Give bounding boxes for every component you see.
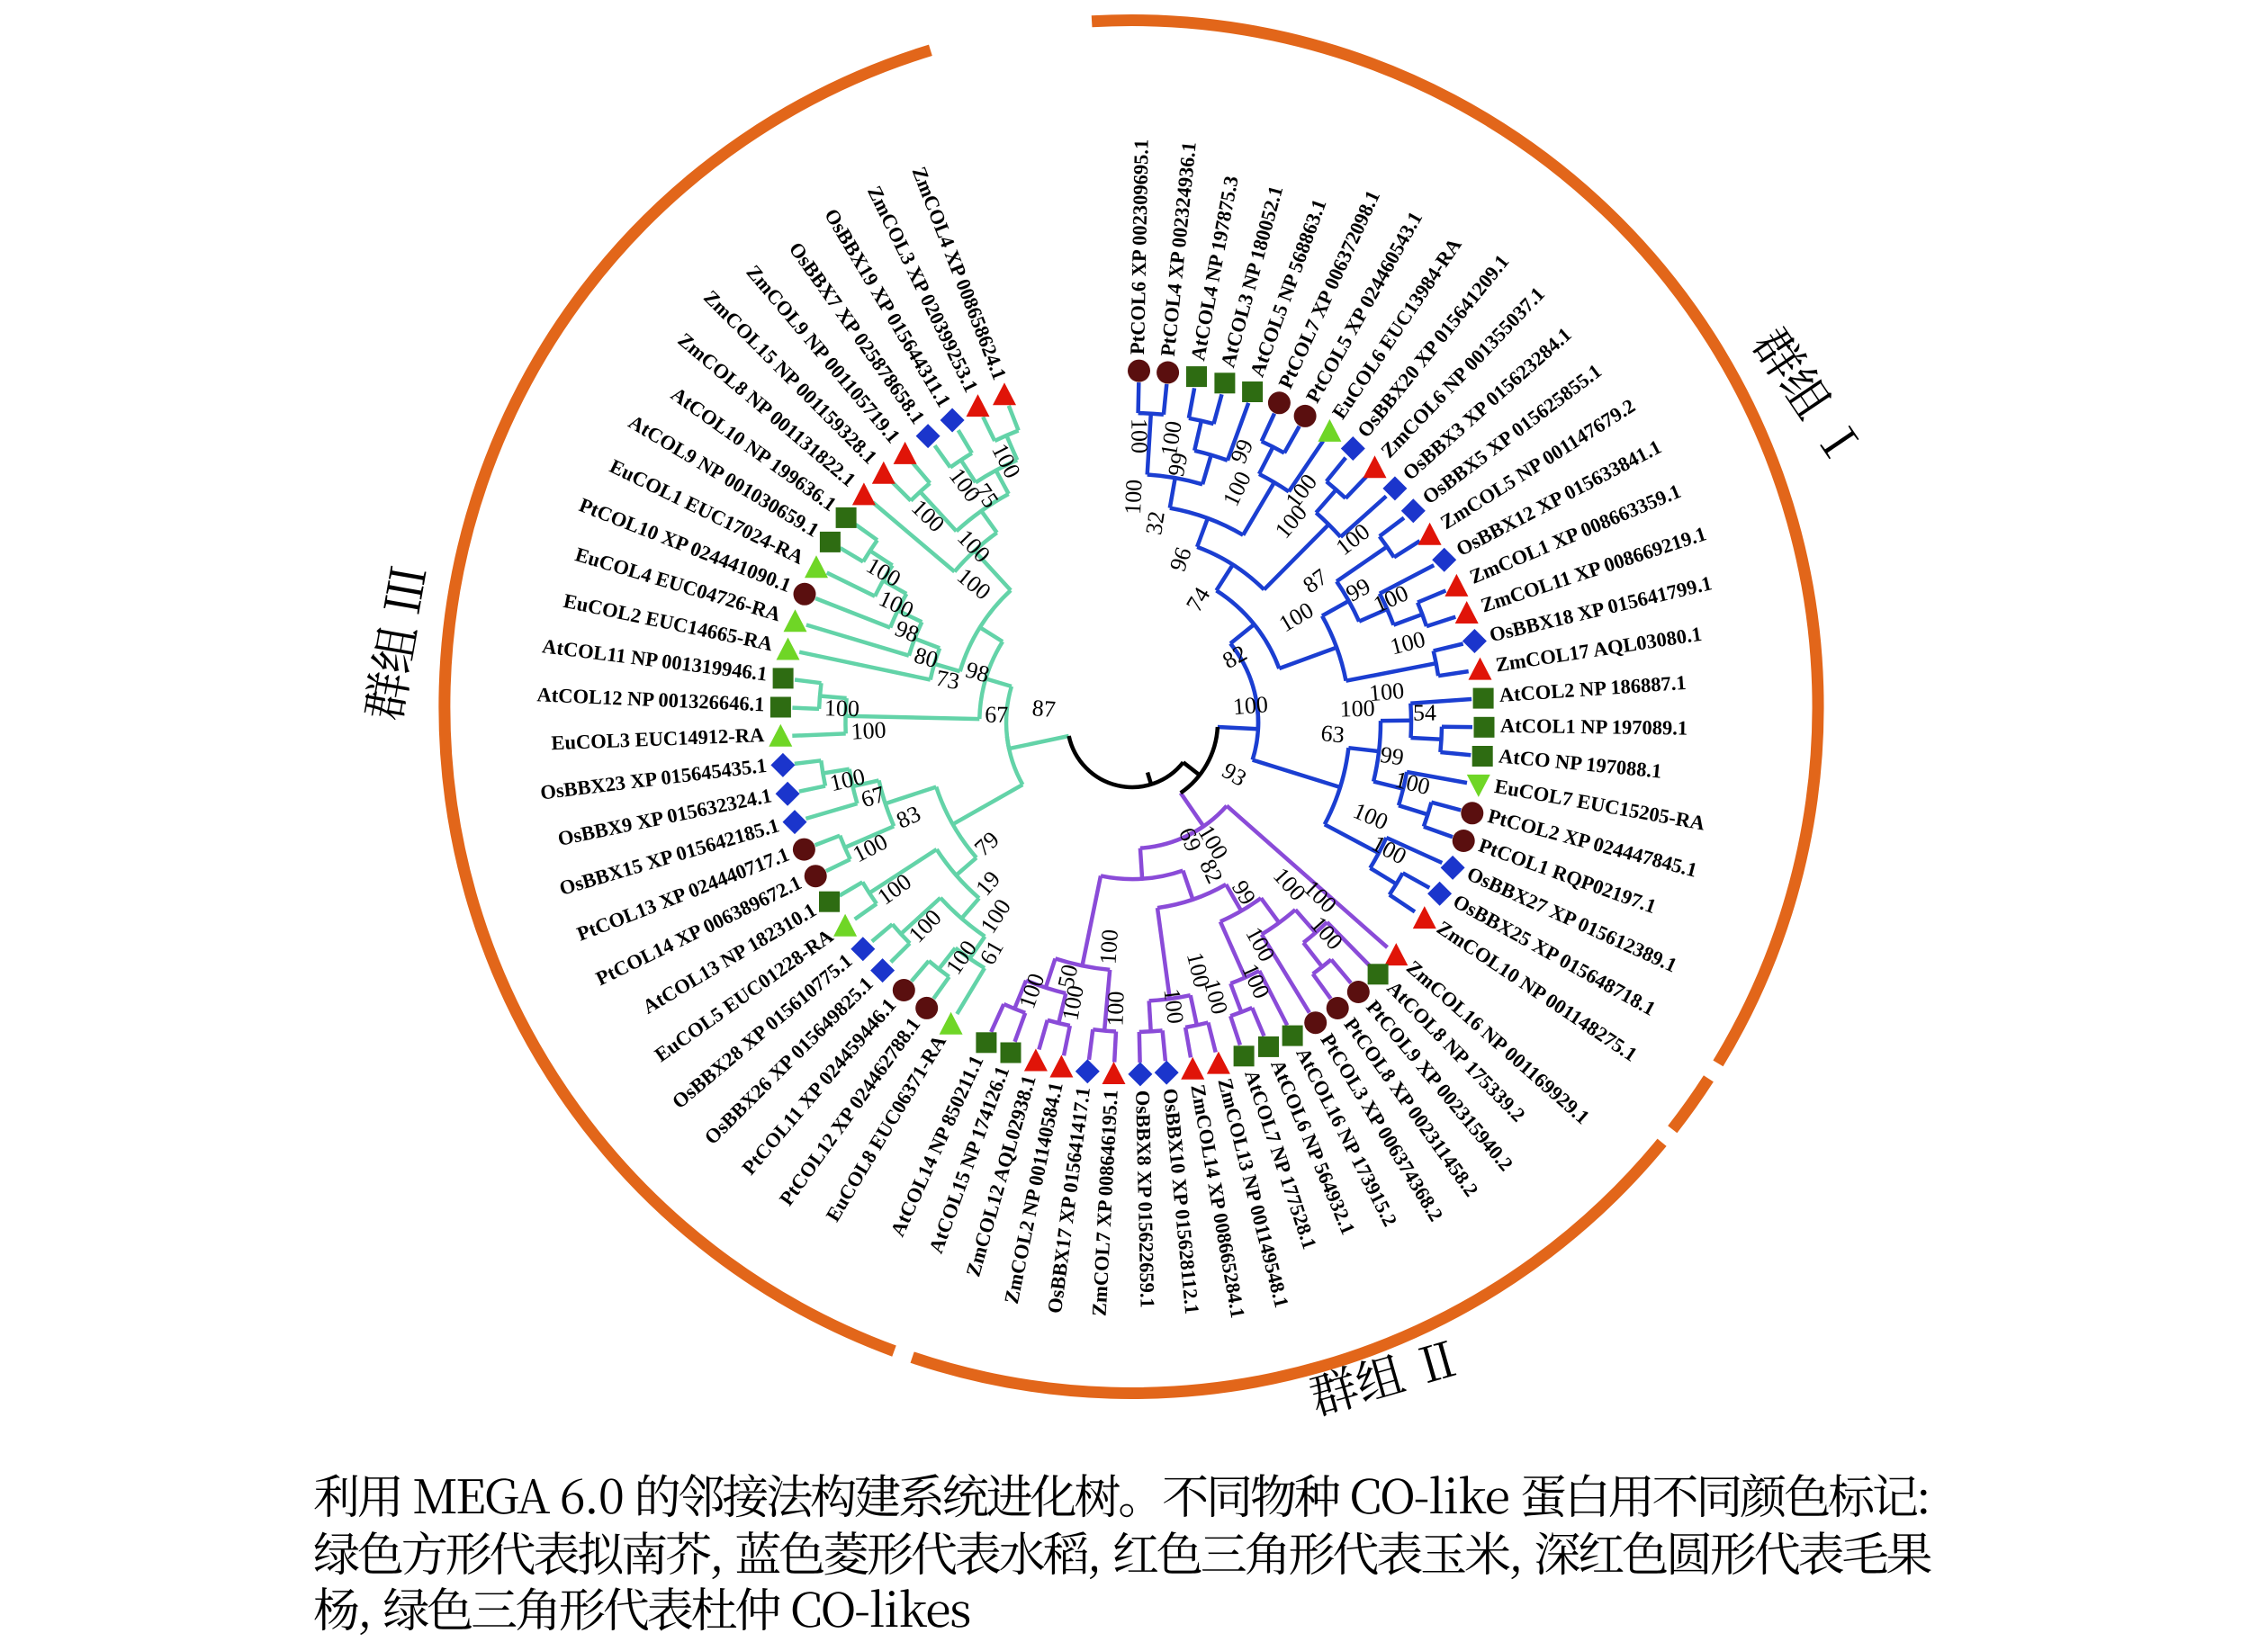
svg-text:100: 100: [1126, 418, 1152, 453]
svg-text:100: 100: [1339, 695, 1375, 722]
svg-text:OsBBX8 XP 015622659.1: OsBBX8 XP 015622659.1: [1131, 1090, 1158, 1308]
svg-text:100: 100: [1368, 677, 1405, 706]
svg-text:63: 63: [1319, 720, 1346, 748]
svg-text:100: 100: [1232, 691, 1269, 720]
svg-text:100: 100: [1057, 983, 1089, 1023]
svg-text:100: 100: [850, 717, 887, 745]
svg-text:67: 67: [985, 702, 1008, 728]
svg-text:50: 50: [1052, 962, 1083, 991]
svg-text:100: 100: [824, 695, 860, 722]
svg-text:32: 32: [1140, 509, 1170, 536]
svg-text:99: 99: [1379, 741, 1406, 771]
svg-text:PtCOL6 XP 002309695.1: PtCOL6 XP 002309695.1: [1126, 139, 1153, 354]
svg-text:100: 100: [1094, 929, 1123, 965]
svg-text:AtCOL1 NP 197089.1: AtCOL1 NP 197089.1: [1500, 714, 1688, 740]
svg-text:100: 100: [1158, 987, 1188, 1025]
svg-text:87: 87: [1031, 695, 1057, 722]
svg-text:73: 73: [934, 665, 962, 695]
svg-text:99: 99: [1163, 451, 1193, 479]
svg-text:100: 100: [1120, 479, 1148, 515]
svg-text:100: 100: [1102, 991, 1129, 1027]
svg-text:54: 54: [1413, 700, 1436, 726]
svg-text:100: 100: [1156, 419, 1187, 458]
